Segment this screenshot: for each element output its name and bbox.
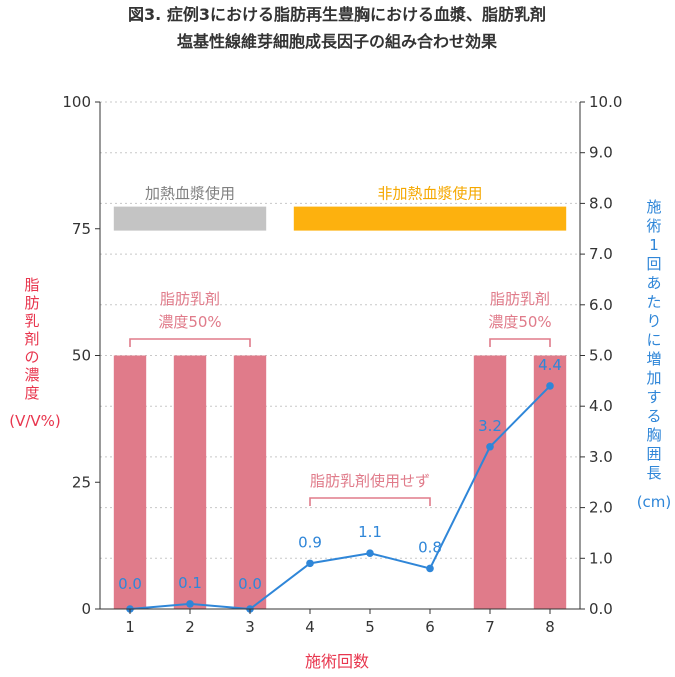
bar bbox=[173, 355, 207, 609]
left-axis-title-char: 剤 bbox=[24, 330, 39, 348]
right-tick-label: 9.0 bbox=[589, 144, 613, 162]
left-tick-label: 25 bbox=[72, 473, 91, 491]
annotation-bracket bbox=[489, 338, 551, 347]
range-bands: 加熱血漿使用 非加熱血漿使用 bbox=[113, 185, 567, 231]
range-band bbox=[293, 206, 567, 231]
x-tick-label: 6 bbox=[425, 618, 435, 636]
right-axis-title-char: す bbox=[646, 388, 661, 406]
right-axis-title-char: 1 bbox=[649, 236, 659, 254]
data-point bbox=[426, 564, 434, 573]
right-tick-label: 1.0 bbox=[589, 549, 613, 567]
right-axis-title-char: (cm) bbox=[637, 493, 672, 511]
data-label: 0.0 bbox=[238, 575, 262, 593]
bar bbox=[233, 355, 267, 609]
right-tick-label: 5.0 bbox=[589, 347, 613, 365]
data-point bbox=[186, 600, 194, 608]
x-tick-label: 5 bbox=[365, 618, 375, 636]
left-tick-label: 50 bbox=[72, 347, 91, 365]
right-axis-title-char: に bbox=[646, 331, 661, 349]
right-axis-title-char: 増 bbox=[646, 350, 661, 368]
x-axis-title: 施術回数 bbox=[305, 652, 369, 671]
left-tick-label: 75 bbox=[72, 220, 91, 238]
right-axis-title-char: た bbox=[646, 293, 661, 311]
data-label: 0.0 bbox=[118, 575, 142, 593]
bar bbox=[113, 355, 147, 609]
data-label: 3.2 bbox=[478, 417, 502, 435]
line-series: 0.0 0.1 0.0 0.9 1.1 0.8 3.2 4.4 bbox=[118, 356, 562, 613]
left-tick-label: 100 bbox=[62, 93, 91, 111]
annotation-label: 濃度50% bbox=[488, 313, 551, 331]
right-tick-label: 2.0 bbox=[589, 499, 613, 517]
right-tick-label: 7.0 bbox=[589, 245, 613, 263]
right-axis-title-char: 加 bbox=[646, 369, 661, 387]
bar bbox=[533, 355, 567, 609]
data-point bbox=[486, 442, 494, 451]
right-axis-title-char: 施 bbox=[646, 198, 661, 216]
left-axis-title-char: 度 bbox=[24, 384, 39, 402]
left-tick-label: 0 bbox=[81, 600, 91, 618]
axes: 02550751000.01.02.03.04.05.06.07.08.09.0… bbox=[9, 93, 671, 671]
right-tick-label: 10.0 bbox=[589, 93, 622, 111]
data-label: 4.4 bbox=[538, 356, 562, 374]
right-tick-label: 4.0 bbox=[589, 397, 613, 415]
data-label: 1.1 bbox=[358, 523, 382, 541]
left-axis-title-char: (V/V%) bbox=[9, 412, 61, 430]
right-tick-label: 6.0 bbox=[589, 296, 613, 314]
x-tick-label: 4 bbox=[305, 618, 315, 636]
data-point bbox=[546, 382, 554, 390]
right-axis-title-char: 囲 bbox=[646, 445, 661, 463]
x-tick-label: 1 bbox=[125, 618, 135, 636]
right-axis-title-char: り bbox=[646, 312, 661, 330]
bar-series bbox=[113, 355, 567, 609]
right-tick-label: 8.0 bbox=[589, 194, 613, 212]
left-axis-title-char: 脂 bbox=[24, 276, 39, 294]
right-tick-label: 3.0 bbox=[589, 448, 613, 466]
left-axis-title-char: の bbox=[24, 348, 39, 366]
right-tick-label: 0.0 bbox=[589, 600, 613, 618]
annotation-label: 脂肪乳剤 bbox=[490, 290, 550, 308]
annotation-bracket bbox=[309, 497, 431, 506]
data-point bbox=[366, 549, 374, 558]
chart-title: 図3. 症例3における脂肪再生豊胸における血漿、脂肪乳剤塩基性線維芽細胞成長因子… bbox=[128, 5, 546, 51]
left-axis-title-char: 乳 bbox=[24, 312, 39, 330]
chart-title-line: 図3. 症例3における脂肪再生豊胸における血漿、脂肪乳剤 bbox=[128, 5, 546, 24]
right-axis-title-char: 回 bbox=[646, 255, 661, 273]
range-band bbox=[113, 206, 267, 231]
annotation-label: 脂肪乳剤使用せず bbox=[310, 472, 430, 490]
annotation-label: 脂肪乳剤 bbox=[160, 290, 220, 308]
data-label: 0.9 bbox=[298, 533, 322, 551]
annotation-label: 濃度50% bbox=[158, 313, 221, 331]
data-label: 0.1 bbox=[178, 574, 202, 592]
right-axis-title-char: 術 bbox=[646, 217, 661, 235]
x-tick-label: 7 bbox=[485, 618, 495, 636]
x-tick-label: 2 bbox=[185, 618, 195, 636]
range-band-label: 非加熱血漿使用 bbox=[377, 185, 482, 203]
right-axis-title-char: あ bbox=[646, 274, 661, 292]
data-label: 0.8 bbox=[418, 538, 442, 556]
x-tick-label: 8 bbox=[545, 618, 555, 636]
bar bbox=[473, 355, 507, 609]
left-axis-title-char: 肪 bbox=[24, 294, 39, 312]
data-point bbox=[306, 559, 314, 568]
right-axis-title-char: る bbox=[646, 407, 661, 425]
annotation-bracket bbox=[129, 338, 251, 347]
left-axis-title-char: 濃 bbox=[24, 366, 39, 384]
series-line bbox=[129, 385, 551, 611]
chart-title-line: 塩基性線維芽細胞成長因子の組み合わせ効果 bbox=[177, 32, 497, 51]
right-axis-title-char: 胸 bbox=[646, 426, 661, 444]
range-band-label: 加熱血漿使用 bbox=[145, 185, 235, 203]
x-tick-label: 3 bbox=[245, 618, 255, 636]
right-axis-title-char: 長 bbox=[646, 464, 661, 482]
